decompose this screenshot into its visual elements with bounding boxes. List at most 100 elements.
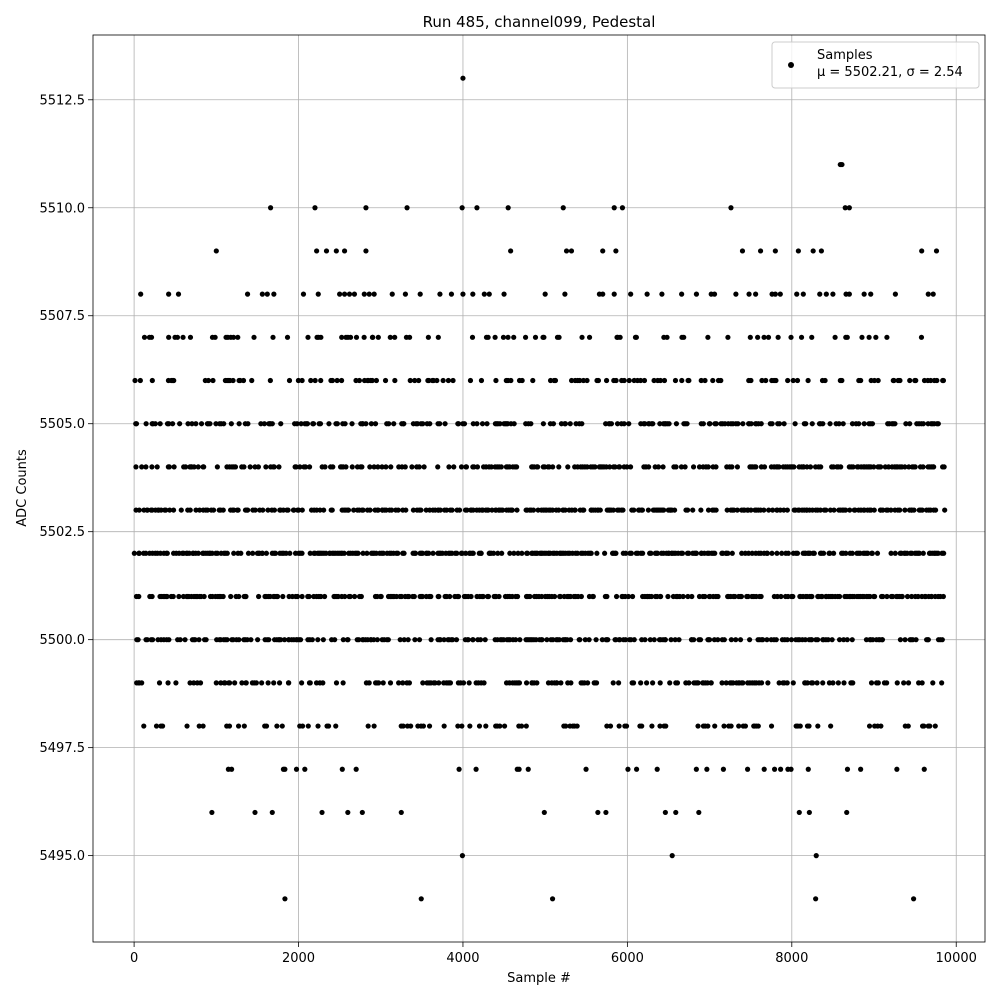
data-point: [725, 334, 731, 340]
data-point: [200, 723, 206, 729]
data-point: [648, 593, 655, 600]
data-point: [582, 637, 588, 643]
data-point: [879, 637, 886, 643]
data-point: [401, 637, 407, 643]
data-point: [549, 507, 556, 513]
data-point: [838, 464, 844, 470]
data-point: [189, 421, 195, 427]
data-point: [919, 248, 925, 254]
data-point: [299, 593, 305, 600]
data-point: [686, 550, 692, 556]
data-point: [260, 507, 266, 513]
data-point: [412, 550, 419, 556]
data-point: [256, 593, 262, 600]
data-point: [846, 291, 852, 297]
data-point: [790, 377, 796, 384]
data-point: [496, 593, 502, 600]
data-point: [763, 377, 769, 384]
data-point: [593, 680, 600, 686]
data-point: [320, 680, 326, 686]
data-point: [299, 723, 306, 729]
data-point: [931, 464, 937, 470]
data-point: [197, 680, 204, 686]
data-point: [144, 637, 150, 643]
data-point: [463, 550, 469, 556]
data-point: [628, 291, 634, 297]
data-point: [932, 507, 939, 513]
data-point: [154, 464, 160, 470]
data-point: [495, 550, 501, 556]
data-point: [625, 766, 631, 772]
data-point: [442, 421, 448, 427]
data-point: [815, 637, 821, 643]
data-point: [630, 680, 637, 686]
data-point: [810, 248, 816, 254]
data-point: [919, 507, 925, 513]
data-point: [888, 507, 894, 513]
data-point: [409, 464, 415, 470]
data-point: [602, 550, 608, 556]
data-point: [791, 464, 797, 470]
data-point: [586, 637, 592, 643]
data-point: [704, 766, 710, 772]
data-point: [485, 507, 491, 513]
data-point: [264, 291, 270, 297]
data-point: [272, 550, 279, 556]
data-point: [437, 291, 443, 297]
data-point: [321, 507, 327, 513]
data-point: [723, 680, 729, 686]
data-point: [518, 723, 525, 729]
data-point: [473, 766, 479, 772]
data-point: [403, 507, 409, 513]
data-point: [375, 464, 381, 470]
data-point: [281, 637, 288, 643]
data-point: [728, 205, 734, 211]
data-point: [150, 637, 156, 643]
data-point: [626, 377, 632, 384]
data-point: [637, 377, 644, 384]
data-point: [811, 550, 817, 556]
data-point: [482, 637, 488, 643]
data-point: [230, 377, 236, 384]
data-point: [690, 464, 697, 470]
data-point: [781, 507, 787, 513]
data-point: [367, 507, 373, 513]
data-point: [171, 464, 177, 470]
data-point: [920, 464, 926, 470]
data-point: [340, 680, 346, 686]
data-point: [141, 334, 148, 340]
data-point: [164, 550, 170, 556]
data-point: [279, 723, 285, 729]
data-point: [508, 377, 514, 384]
data-point: [351, 593, 358, 600]
data-point: [625, 593, 632, 600]
data-point: [437, 637, 443, 643]
data-point: [913, 377, 919, 384]
data-point: [640, 550, 646, 556]
data-point: [382, 377, 389, 384]
data-point: [884, 593, 890, 600]
data-point: [185, 421, 191, 427]
data-point: [902, 464, 908, 470]
data-point: [669, 853, 675, 859]
data-point: [844, 809, 850, 816]
data-point: [306, 593, 312, 600]
data-point: [195, 464, 201, 470]
data-point: [445, 377, 452, 384]
data-point: [318, 334, 324, 340]
data-point: [297, 464, 303, 470]
data-point: [302, 464, 309, 470]
data-point: [191, 464, 197, 470]
data-point: [897, 377, 903, 384]
data-point: [470, 421, 476, 427]
data-point: [633, 766, 640, 772]
data-point: [396, 680, 402, 686]
data-point: [379, 464, 385, 470]
x-tick-label: 4000: [446, 951, 479, 966]
data-point: [807, 464, 814, 470]
data-point: [463, 464, 470, 470]
data-point: [912, 464, 918, 470]
data-point: [918, 334, 925, 340]
data-point: [578, 593, 584, 600]
data-point: [467, 377, 474, 384]
